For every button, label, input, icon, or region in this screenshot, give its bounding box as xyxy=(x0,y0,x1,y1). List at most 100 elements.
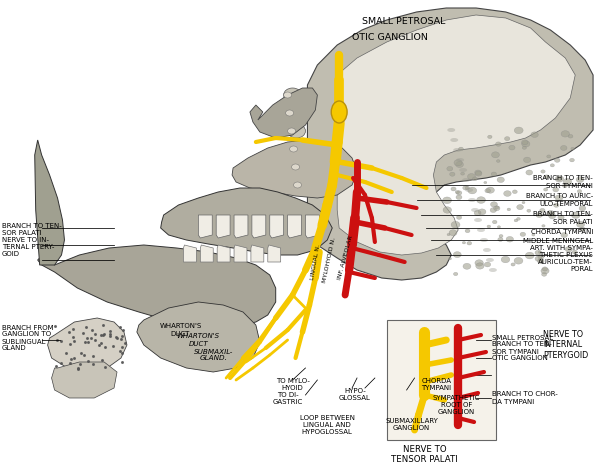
Polygon shape xyxy=(35,140,64,265)
Ellipse shape xyxy=(561,131,569,137)
Ellipse shape xyxy=(458,147,463,151)
Ellipse shape xyxy=(478,209,486,215)
Ellipse shape xyxy=(454,252,461,258)
Ellipse shape xyxy=(495,206,499,209)
Ellipse shape xyxy=(520,232,526,237)
Ellipse shape xyxy=(531,132,538,138)
Ellipse shape xyxy=(535,256,542,261)
Ellipse shape xyxy=(331,101,347,123)
Ellipse shape xyxy=(535,250,541,255)
Ellipse shape xyxy=(493,220,497,224)
Ellipse shape xyxy=(455,162,463,168)
Ellipse shape xyxy=(563,178,572,185)
Ellipse shape xyxy=(290,142,307,156)
Ellipse shape xyxy=(571,148,574,150)
Ellipse shape xyxy=(293,182,301,188)
Text: BRANCH TO CHOR-
DA TYMPANI: BRANCH TO CHOR- DA TYMPANI xyxy=(492,391,557,405)
Ellipse shape xyxy=(514,219,518,222)
Ellipse shape xyxy=(462,178,470,182)
Text: LOOP BETWEEN
LINGUAL AND
HYPOGLOSSAL: LOOP BETWEEN LINGUAL AND HYPOGLOSSAL xyxy=(300,415,355,435)
Ellipse shape xyxy=(565,247,572,252)
Polygon shape xyxy=(232,140,357,198)
Ellipse shape xyxy=(447,233,450,236)
Polygon shape xyxy=(184,245,196,262)
Ellipse shape xyxy=(488,135,492,139)
Ellipse shape xyxy=(462,241,466,244)
Ellipse shape xyxy=(550,164,554,167)
Ellipse shape xyxy=(465,186,469,189)
Polygon shape xyxy=(251,245,264,262)
Text: BRANCH TO TEN-
SOR PALATI
NERVE TO IN-
TERNAL PTERY-
GOID: BRANCH TO TEN- SOR PALATI NERVE TO IN- T… xyxy=(2,223,62,257)
Ellipse shape xyxy=(503,191,511,197)
Ellipse shape xyxy=(480,238,488,242)
Ellipse shape xyxy=(292,160,310,174)
Ellipse shape xyxy=(476,197,485,203)
Ellipse shape xyxy=(538,251,542,253)
Text: NERVE TO
TENSOR PALATI: NERVE TO TENSOR PALATI xyxy=(391,445,458,465)
Ellipse shape xyxy=(286,110,293,116)
Ellipse shape xyxy=(454,272,458,276)
Ellipse shape xyxy=(293,178,311,192)
Ellipse shape xyxy=(496,159,500,162)
Ellipse shape xyxy=(468,198,476,202)
Text: CHORDA TYMPANI: CHORDA TYMPANI xyxy=(530,229,593,235)
Text: MYLOHYOID N.: MYLOHYOID N. xyxy=(322,237,337,283)
Ellipse shape xyxy=(579,206,586,211)
Ellipse shape xyxy=(512,190,517,194)
Ellipse shape xyxy=(292,164,299,170)
Ellipse shape xyxy=(580,227,586,231)
Polygon shape xyxy=(234,215,248,238)
Ellipse shape xyxy=(560,146,567,150)
Polygon shape xyxy=(161,188,332,255)
Ellipse shape xyxy=(497,177,505,182)
Text: SUBMAXILLARY
GANGLION: SUBMAXILLARY GANGLION xyxy=(385,418,438,431)
Ellipse shape xyxy=(517,205,523,209)
Ellipse shape xyxy=(523,157,531,163)
Ellipse shape xyxy=(554,203,559,207)
Ellipse shape xyxy=(517,218,520,220)
Text: WHARTON'S
DUCT: WHARTON'S DUCT xyxy=(160,324,202,337)
Text: OTIC GANGLION: OTIC GANGLION xyxy=(352,33,428,42)
Polygon shape xyxy=(234,245,247,262)
Ellipse shape xyxy=(287,128,296,134)
Ellipse shape xyxy=(514,258,523,264)
Ellipse shape xyxy=(536,212,542,218)
Polygon shape xyxy=(200,245,213,262)
Ellipse shape xyxy=(497,226,500,228)
Ellipse shape xyxy=(284,92,292,98)
Ellipse shape xyxy=(577,221,584,228)
Ellipse shape xyxy=(553,188,559,192)
Ellipse shape xyxy=(456,195,462,199)
Ellipse shape xyxy=(443,207,452,213)
Ellipse shape xyxy=(558,215,564,220)
Polygon shape xyxy=(252,215,266,238)
Ellipse shape xyxy=(468,187,476,194)
Polygon shape xyxy=(199,215,212,238)
Ellipse shape xyxy=(449,230,457,236)
Ellipse shape xyxy=(455,190,460,194)
Polygon shape xyxy=(250,88,317,138)
Polygon shape xyxy=(305,215,319,238)
Ellipse shape xyxy=(486,258,494,262)
Ellipse shape xyxy=(472,177,478,180)
Ellipse shape xyxy=(496,142,501,146)
Polygon shape xyxy=(270,215,284,238)
Polygon shape xyxy=(387,320,496,440)
Text: BRANCH TO TEN-
SOR PALATI: BRANCH TO TEN- SOR PALATI xyxy=(533,211,593,225)
Ellipse shape xyxy=(443,197,451,204)
Polygon shape xyxy=(47,318,127,372)
Ellipse shape xyxy=(540,208,545,212)
Ellipse shape xyxy=(542,267,548,271)
Text: HYPO-
GLOSSAL: HYPO- GLOSSAL xyxy=(339,388,371,401)
Ellipse shape xyxy=(527,209,531,212)
Polygon shape xyxy=(38,245,276,328)
Ellipse shape xyxy=(450,138,458,142)
Text: SMALL PETROSAL: SMALL PETROSAL xyxy=(362,18,445,27)
Polygon shape xyxy=(216,215,230,238)
Ellipse shape xyxy=(457,216,461,219)
Text: MIDDLE MENINGEAL
ART. WITH SYMPA-
THETIC PLEXUS
AURICULO-TEM-
PORAL: MIDDLE MENINGEAL ART. WITH SYMPA- THETIC… xyxy=(523,238,593,272)
Polygon shape xyxy=(337,15,575,255)
Ellipse shape xyxy=(447,128,455,132)
Ellipse shape xyxy=(465,229,470,233)
Ellipse shape xyxy=(542,225,545,227)
